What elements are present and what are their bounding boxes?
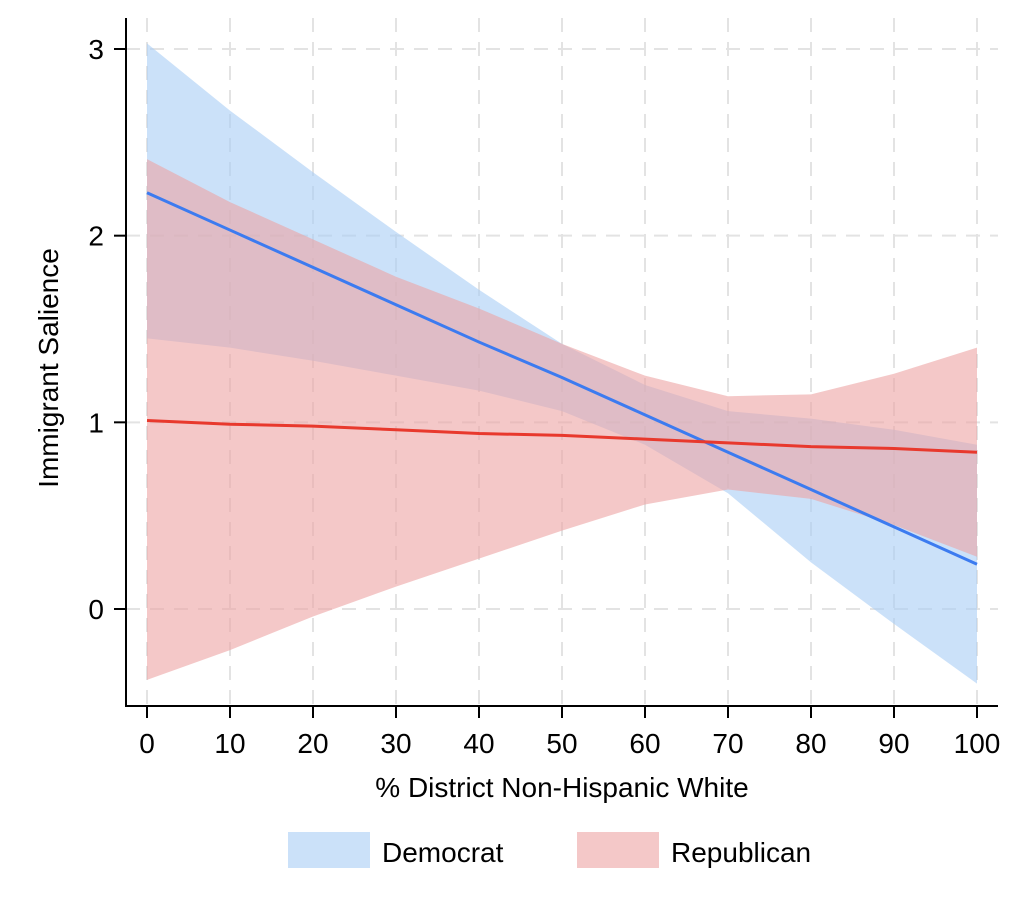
legend-swatch-republican: [577, 832, 659, 868]
x-tick-label-7: 70: [712, 728, 743, 759]
fit-line-republican: [146, 418, 978, 454]
ci-band-republican: [147, 159, 977, 680]
x-axis-title: % District Non-Hispanic White: [375, 772, 748, 803]
x-tick-label-5: 50: [546, 728, 577, 759]
legend-label-republican: Republican: [671, 837, 811, 868]
legend: Democrat Republican: [288, 832, 811, 868]
fit-line-democrat: [146, 191, 978, 566]
x-tick-label-1: 10: [214, 728, 245, 759]
x-tick-label-6: 60: [629, 728, 660, 759]
x-axis-ticks: 0 10 20 30 40 50 60 70 80 90 100: [139, 706, 1000, 759]
legend-swatch-democrat: [288, 832, 370, 868]
y-tick-label-1: 1: [88, 407, 104, 438]
fitted-lines: [146, 191, 978, 566]
y-tick-label-2: 2: [88, 221, 104, 252]
y-axis-title: Immigrant Salience: [33, 248, 64, 488]
legend-label-democrat: Democrat: [382, 837, 504, 868]
x-tick-label-2: 20: [297, 728, 328, 759]
x-tick-label-0: 0: [139, 728, 155, 759]
x-tick-label-8: 80: [795, 728, 826, 759]
y-axis-ticks: 0 1 2 3: [88, 34, 126, 625]
y-tick-label-0: 0: [88, 594, 104, 625]
x-tick-label-4: 40: [463, 728, 494, 759]
x-tick-label-10: 100: [954, 728, 1001, 759]
x-tick-label-3: 30: [380, 728, 411, 759]
y-tick-label-3: 3: [88, 34, 104, 65]
x-tick-label-9: 90: [878, 728, 909, 759]
confidence-bands: [147, 43, 977, 684]
